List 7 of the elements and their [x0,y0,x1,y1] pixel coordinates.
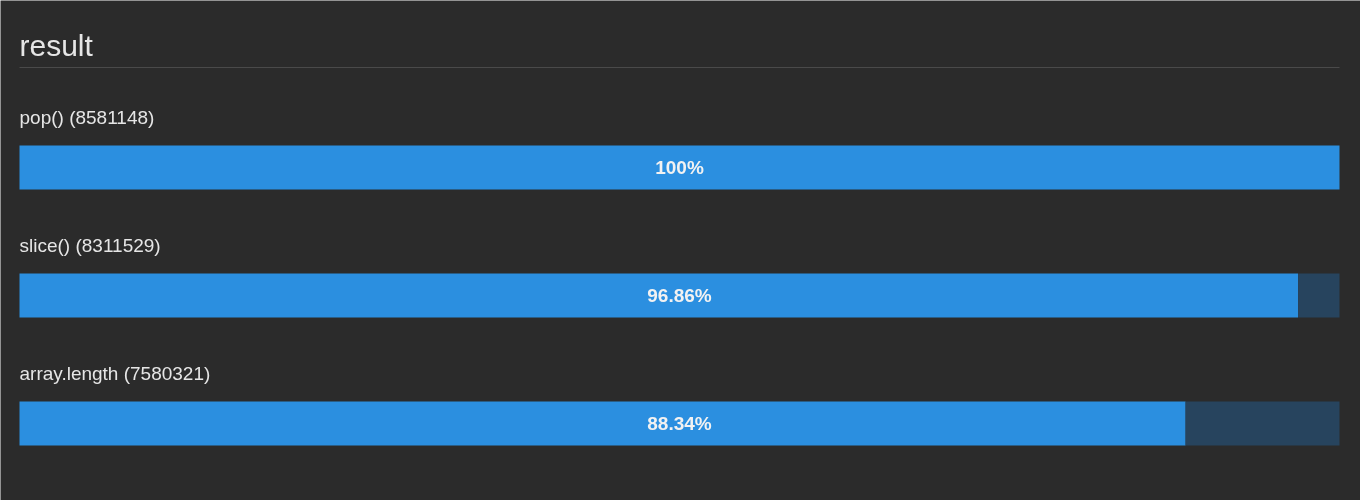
y-tick-label: pop() (8581148) [19,107,155,128]
data-label: 96.86% [647,285,712,306]
y-tick-label: array.length (7580321) [19,363,211,384]
data-label: 88.34% [647,413,712,434]
y-tick-label: slice() (8311529) [19,235,161,256]
data-label: 100% [655,157,704,178]
chart-title: result [19,29,94,62]
